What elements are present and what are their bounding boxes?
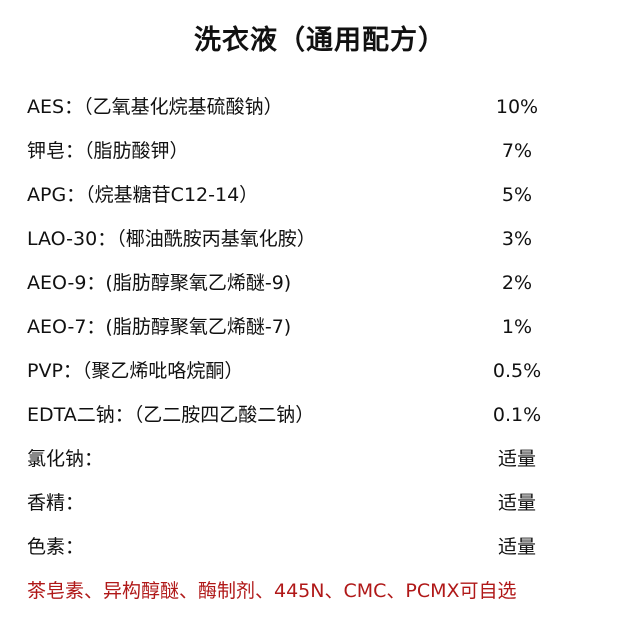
ingredient-name: LAO-30：（椰油酰胺丙基氧化胺） (27, 228, 316, 250)
ingredient-row: LAO-30：（椰油酰胺丙基氧化胺） 3% (27, 224, 627, 254)
ingredient-amount: 1% (501, 316, 533, 338)
ingredient-name: APG：（烷基糖苷C12-14） (27, 184, 259, 206)
ingredient-amount: 0.5% (492, 360, 542, 382)
ingredient-name: 色素： (27, 536, 85, 558)
ingredient-amount: 适量 (497, 448, 536, 470)
ingredient-name: AEO-7：(脂肪醇聚氧乙烯醚-7) (27, 316, 292, 338)
ingredient-row: PVP：（聚乙烯吡咯烷酮） 0.5% (27, 356, 627, 386)
ingredient-amount: 10% (495, 96, 539, 118)
ingredient-name: EDTA二钠：（乙二胺四乙酸二钠） (27, 404, 315, 426)
page-title: 洗衣液（通用配方） (194, 25, 446, 56)
ingredient-row: 钾皂：（脂肪酸钾） 7% (27, 136, 627, 166)
ingredient-name: 香精： (27, 492, 85, 514)
ingredient-row: 色素： 适量 (27, 532, 627, 562)
ingredient-amount: 7% (501, 140, 533, 162)
ingredient-amount: 5% (501, 184, 533, 206)
ingredient-amount: 适量 (497, 536, 536, 558)
ingredient-name: 氯化钠： (27, 448, 104, 470)
ingredient-row: AEO-7：(脂肪醇聚氧乙烯醚-7) 1% (27, 312, 627, 342)
ingredient-row: AEO-9：(脂肪醇聚氧乙烯醚-9) 2% (27, 268, 627, 298)
ingredient-row: 香精： 适量 (27, 488, 627, 518)
ingredient-amount: 3% (501, 228, 533, 250)
ingredient-row: EDTA二钠：（乙二胺四乙酸二钠） 0.1% (27, 400, 627, 430)
ingredient-amount: 2% (501, 272, 533, 294)
ingredient-name: 钾皂：（脂肪酸钾） (27, 140, 189, 162)
ingredient-name: PVP：（聚乙烯吡咯烷酮） (27, 360, 244, 382)
ingredient-amount: 0.1% (492, 404, 542, 426)
ingredient-row: 氯化钠： 适量 (27, 444, 627, 474)
ingredient-name: AES：（乙氧基化烷基硫酸钠） (27, 96, 283, 118)
optional-additives-note: 茶皂素、异构醇醚、酶制剂、445N、CMC、PCMX可自选 (27, 580, 517, 602)
ingredient-amount: 适量 (497, 492, 536, 514)
ingredient-row: APG：（烷基糖苷C12-14） 5% (27, 180, 627, 210)
ingredient-name: AEO-9：(脂肪醇聚氧乙烯醚-9) (27, 272, 292, 294)
ingredient-row: AES：（乙氧基化烷基硫酸钠） 10% (27, 92, 627, 122)
